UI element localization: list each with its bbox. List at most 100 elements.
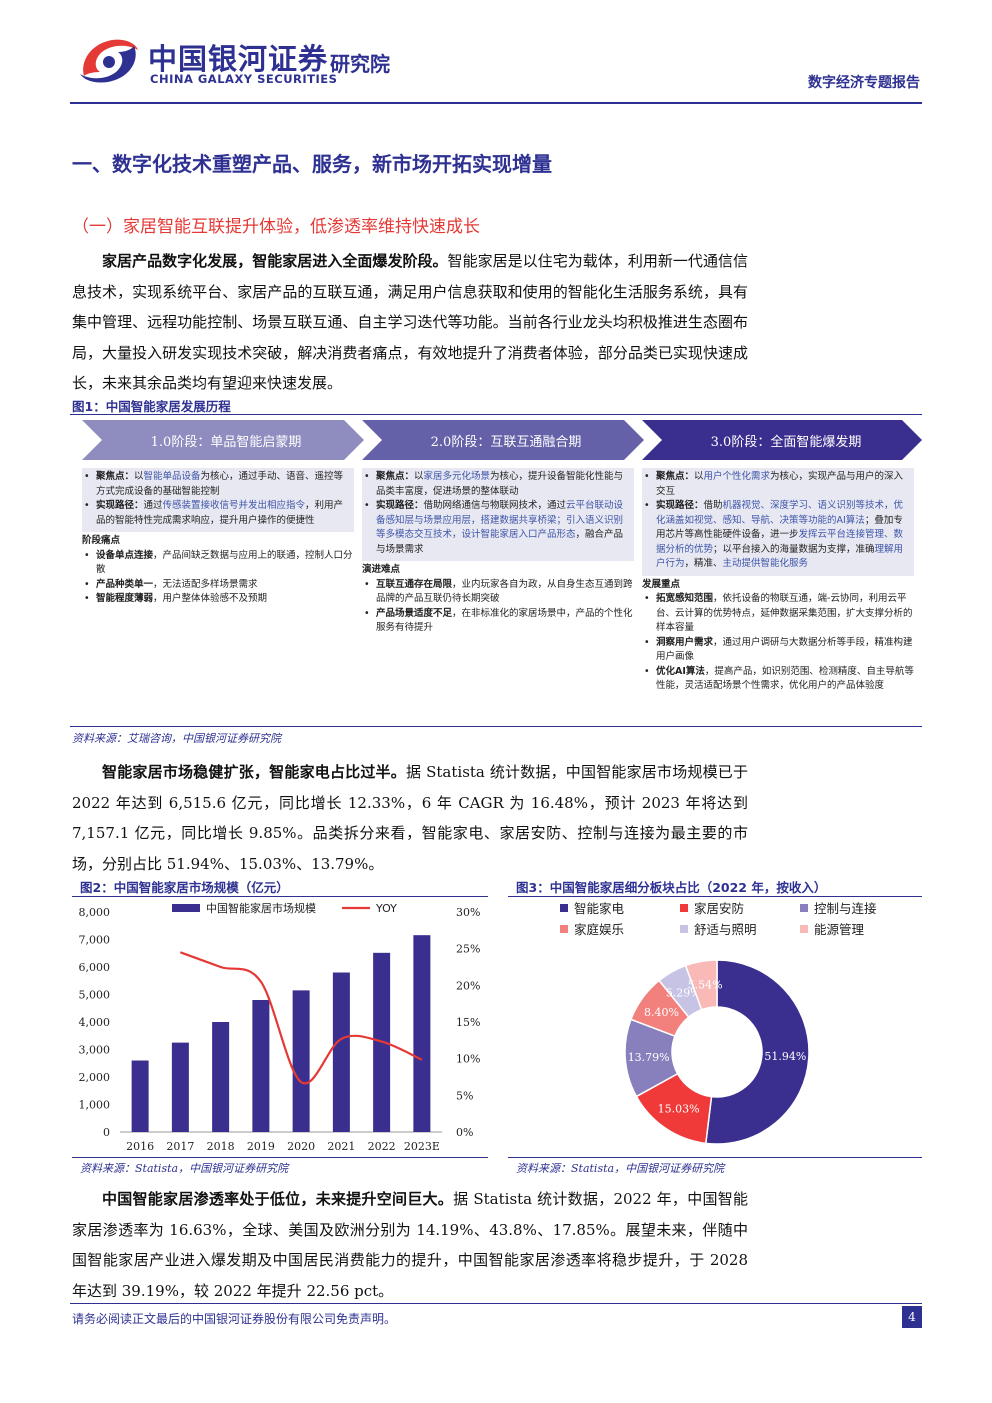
y-right-tick-label: 0% — [456, 1126, 473, 1139]
bar-2021 — [332, 972, 350, 1132]
stage-3-focus: 聚焦点：以用户个性化需求为核心，实现产品与用户的深入交互 — [642, 470, 910, 499]
x-tick-label: 2018 — [207, 1140, 235, 1153]
donut-legend: 智能家电 家居安防 控制与连接家庭娱乐 舒适与照明 能源管理 — [560, 898, 920, 938]
stage-1-focus: 聚焦点：以智能单品设备为核心，通过手动、语音、遥控等方式完成设备的基础智能控制 — [82, 470, 350, 499]
y-left-tick-label: 4,000 — [79, 1016, 111, 1029]
legend-swatch — [680, 924, 688, 933]
legend-item: 智能家电 — [560, 898, 680, 917]
stage-3-key-2: 洞察用户需求，通过用户调研与大数据分析等手段，精准构建用户画像 — [642, 636, 914, 665]
y-left-tick-label: 8,000 — [79, 906, 111, 919]
stage-2-pain-title: 演进难点 — [362, 564, 401, 575]
legend-line-label: YOY — [375, 902, 397, 915]
stage-3-key-1: 拓宽感知范围，依托设备的物联互通，端-云协同，利用云平台、云计算的优势特点，延伸… — [642, 592, 914, 636]
x-tick-label: 2022 — [368, 1140, 396, 1153]
legend-label: 家庭娱乐 — [574, 922, 625, 937]
stage-1-pain-2: 产品种类单一，无法适配多样场景需求 — [82, 578, 354, 593]
paragraph-1-lead: 家居产品数字化发展，智能家居进入全面爆发阶段。 — [102, 252, 448, 270]
slice-value-label: 15.03% — [658, 1103, 700, 1116]
page-number: 4 — [902, 1306, 922, 1328]
figure-3-source: 资料来源：Statista，中国银河证券研究院 — [516, 1162, 725, 1175]
logo-english-name: CHINA GALAXY SECURITIES — [150, 72, 338, 86]
legend-swatch — [560, 924, 568, 933]
legend-swatch — [800, 903, 808, 912]
legend-bar-label: 中国智能家居市场规模 — [206, 901, 316, 915]
legend-bar-swatch — [172, 904, 200, 912]
slice-能源管理 — [684, 959, 718, 1011]
paragraph-3-body: 据 Statista 统计数据，2022 年，中国智能家居渗透率为 16.63%… — [72, 1190, 748, 1300]
bar-2020 — [292, 990, 310, 1132]
legend-item: 能源管理 — [800, 919, 920, 938]
stage-3-focus-title: 发展重点 — [642, 578, 681, 590]
paragraph-2-lead: 智能家居市场稳健扩张，智能家电占比过半。 — [102, 763, 406, 781]
y-left-tick-label: 3,000 — [79, 1044, 111, 1057]
stage-1-label: 1.0阶段：单品智能启蒙期 — [150, 434, 302, 450]
bar-2018 — [212, 1022, 230, 1132]
y-right-tick-label: 20% — [456, 979, 480, 992]
bar-2016 — [131, 1060, 149, 1132]
paragraph-1: 家居产品数字化发展，智能家居进入全面爆发阶段。智能家居是以住宅为载体，利用新一代… — [72, 246, 748, 399]
legend-label: 能源管理 — [814, 922, 865, 937]
figure-1-source: 资料来源：艾瑞咨询，中国银河证券研究院 — [72, 732, 281, 745]
stage-3-content: 聚焦点：以用户个性化需求为核心，实现产品与用户的深入交互 实现路径：借助机器视觉… — [642, 468, 914, 694]
legend-item: 家居安防 — [680, 898, 800, 917]
section-heading: 一、数字化技术重塑产品、服务，新市场开拓实现增量 — [72, 152, 552, 176]
y-right-tick-label: 25% — [456, 943, 480, 956]
slice-value-label: 5.29% — [666, 986, 701, 999]
slice-value-label: 8.40% — [644, 1006, 679, 1019]
y-right-tick-label: 5% — [456, 1089, 473, 1102]
legend-item: 家庭娱乐 — [560, 919, 680, 938]
slice-value-label: 51.94% — [764, 1050, 806, 1063]
stage-2-path: 实现路径：借助网络通信与物联网技术，通过云平台联动设备感知层与场景应用层，搭建数… — [362, 499, 630, 557]
paragraph-2: 智能家居市场稳健扩张，智能家电占比过半。据 Statista 统计数据，中国智能… — [72, 757, 748, 879]
subsection-heading: （一）家居智能互联提升体验，低渗透率维持快速成长 — [72, 217, 480, 237]
header-divider — [70, 102, 922, 104]
x-tick-label: 2017 — [166, 1140, 194, 1153]
stage-1-content: 聚焦点：以智能单品设备为核心，通过手动、语音、遥控等方式完成设备的基础智能控制 … — [82, 468, 354, 607]
legend-item: 控制与连接 — [800, 898, 920, 917]
report-type: 数字经济专题报告 — [808, 75, 920, 91]
stage-3-arrow — [642, 420, 922, 460]
slice-value-label: 13.79% — [628, 1051, 670, 1064]
stage-3-label: 3.0阶段：全面智能爆发期 — [710, 434, 862, 450]
legend-swatch — [800, 924, 808, 933]
logo-institute: 研究院 — [330, 52, 390, 76]
y-right-tick-label: 30% — [456, 906, 480, 919]
figure-2-title: 图2：中国智能家居市场规模（亿元） — [80, 880, 289, 895]
disclaimer: 请务必阅读正文最后的中国银河证券股份有限公司免责声明。 — [72, 1312, 397, 1326]
x-tick-label: 2019 — [247, 1140, 275, 1153]
figure-2-source: 资料来源：Statista，中国银河证券研究院 — [80, 1162, 289, 1175]
legend-swatch — [560, 903, 568, 912]
paragraph-1-body: 智能家居是以住宅为载体，利用新一代通信信息技术，实现系统平台、家居产品的互联互通… — [72, 252, 748, 392]
legend-label: 家居安防 — [694, 901, 745, 916]
company-logo-icon — [80, 39, 138, 83]
x-tick-label: 2023E — [404, 1140, 440, 1153]
legend-label: 控制与连接 — [814, 901, 877, 916]
stage-3-path: 实现路径：借助机器视觉、深度学习、语义识别等技术，优化涵盖如视觉、感知、导航、决… — [642, 499, 910, 572]
slice-智能家电 — [704, 959, 810, 1145]
paragraph-3: 中国智能家居渗透率处于低位，未来提升空间巨大。据 Statista 统计数据，2… — [72, 1184, 748, 1306]
stage-2-pain-1: 互联互通存在局限，业内玩家各自为政，从自身生态互通到跨品牌的产品互联仍待长期突破 — [362, 578, 634, 607]
y-right-tick-label: 10% — [456, 1053, 480, 1066]
stage-2-focus: 聚焦点：以家居多元化场景为核心，提升设备智能化性能与品类丰富度，促进场景的整体联… — [362, 470, 630, 499]
stage-1-pain-3: 智能程度薄弱，用户整体体验感不及预期 — [82, 592, 354, 607]
slice-value-label: 5.54% — [688, 979, 723, 992]
stage-1-arrow — [82, 420, 364, 460]
paragraph-2-body: 据 Statista 统计数据，中国智能家居市场规模已于 2022 年达到 6,… — [72, 763, 748, 873]
logo-chinese-name: 中国银河证券 — [148, 42, 329, 76]
y-left-tick-label: 6,000 — [79, 961, 111, 974]
stage-2-label: 2.0阶段：互联互通融合期 — [430, 434, 582, 450]
stage-2-pain-2: 产品场景适度不足，在非标准化的家居场景中，产品的个性化服务有待提升 — [362, 607, 634, 636]
market-size-chart: 0 1,000 2,000 3,000 4,000 5,000 6,000 7,000 8,00… — [79, 901, 481, 1153]
legend-label: 舒适与照明 — [694, 922, 757, 937]
y-left-tick-label: 0 — [103, 1126, 110, 1139]
segment-share-donut: 51.94% 15.03% 13.79% 8.40% 5.29%5.54% — [624, 959, 810, 1145]
x-tick-label: 2021 — [327, 1140, 355, 1153]
y-left-tick-label: 7,000 — [79, 934, 111, 947]
x-tick-label: 2016 — [126, 1140, 154, 1153]
stage-1-path: 实现路径：通过传感装置接收信号并发出相应指令，利用产品的智能特性完成需求响应，提… — [82, 499, 350, 528]
bar-2017 — [171, 1042, 189, 1132]
stage-1-pain-title: 阶段痛点 — [82, 535, 121, 546]
stage-2-arrow — [362, 420, 644, 460]
y-left-tick-label: 2,000 — [79, 1071, 111, 1084]
legend-swatch — [680, 903, 688, 912]
